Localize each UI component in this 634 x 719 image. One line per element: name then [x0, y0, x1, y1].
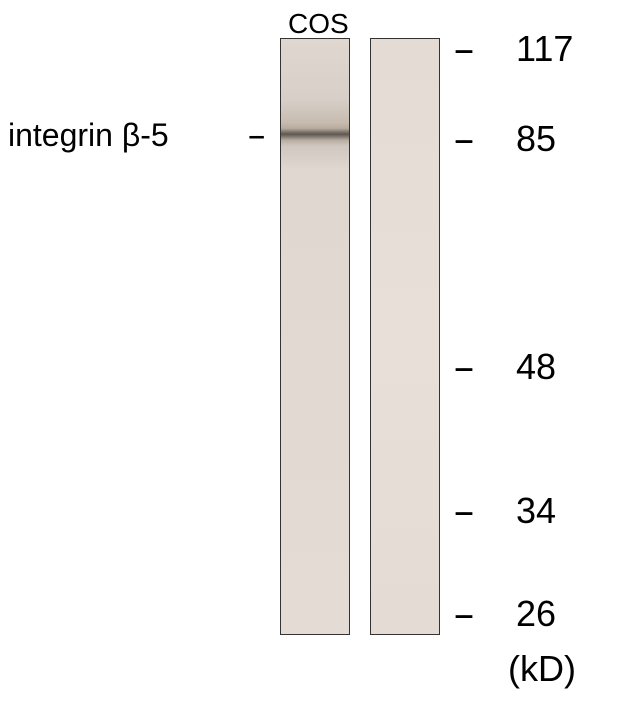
- marker-tick-34: --: [454, 490, 470, 532]
- marker-label-48: 48: [516, 346, 556, 388]
- marker-label-26: 26: [516, 593, 556, 635]
- lane-1-cos: [280, 38, 350, 635]
- protein-band-label: integrin β-5: [8, 117, 169, 154]
- marker-label-85: 85: [516, 118, 556, 160]
- lane-2-blank: [370, 38, 440, 635]
- protein-band-tick: --: [248, 117, 261, 154]
- unit-label-kd: (kD): [508, 648, 576, 690]
- marker-tick-85: --: [454, 118, 470, 160]
- marker-label-34: 34: [516, 490, 556, 532]
- western-blot-figure: COS integrin β-5 -- -- 117 -- 85 -- 48 -…: [0, 0, 634, 719]
- marker-tick-48: --: [454, 346, 470, 388]
- marker-label-117: 117: [516, 28, 573, 70]
- marker-tick-117: --: [454, 28, 470, 70]
- marker-tick-26: --: [454, 593, 470, 635]
- lane-1-label: COS: [288, 8, 349, 40]
